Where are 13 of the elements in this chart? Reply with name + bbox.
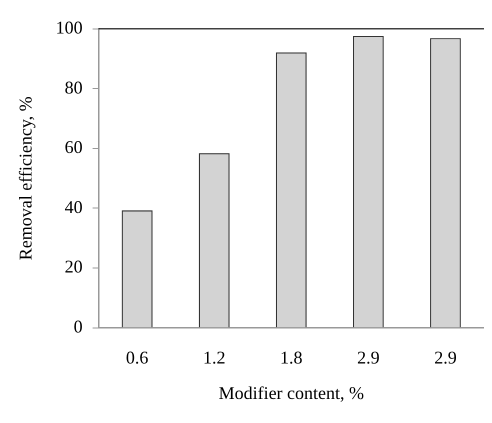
x-tick-label: 1.2: [202, 347, 226, 368]
y-axis-title: Removal efficiency, %: [16, 96, 36, 260]
y-tick-label: 100: [56, 18, 83, 38]
x-tick-label: 2.9: [357, 347, 380, 368]
y-tick-label: 60: [64, 137, 83, 158]
x-tick-label: 0.6: [126, 347, 148, 368]
x-tick-label: 2.9: [434, 347, 457, 368]
y-tick-label: 0: [74, 316, 83, 337]
x-tick-label: 1.8: [280, 347, 303, 368]
y-tick-label: 80: [64, 77, 83, 98]
x-axis-title: Modifier content, %: [218, 382, 364, 403]
y-tick-label: 20: [64, 256, 83, 277]
y-tick-label: 40: [64, 196, 83, 217]
